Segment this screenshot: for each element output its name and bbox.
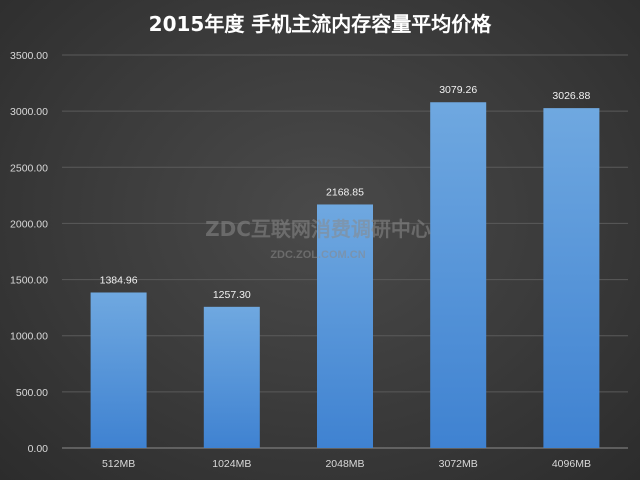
bar-512MB: [90, 292, 147, 448]
y-tick-label: 0.00: [28, 443, 49, 455]
y-tick-label: 3500.00: [10, 50, 48, 62]
y-tick-label: 500.00: [16, 387, 48, 399]
data-label: 3079.26: [439, 84, 477, 96]
y-tick-label: 2000.00: [10, 218, 48, 230]
bar-1024MB: [203, 306, 260, 448]
bar-2048MB: [317, 204, 373, 448]
y-tick-label: 1000.00: [10, 331, 48, 343]
x-tick-label: 512MB: [102, 458, 135, 470]
chart-title: 2015年度 手机主流内存容量平均价格: [149, 12, 493, 36]
data-label: 3026.88: [552, 90, 590, 102]
bar-3072MB: [430, 102, 487, 448]
watermark-sub-text: ZDC.ZOL.COM.CN: [270, 249, 365, 261]
y-tick-label: 3000.00: [10, 106, 48, 118]
x-tick-label: 1024MB: [212, 458, 251, 470]
y-tick-label: 2500.00: [10, 162, 48, 174]
x-tick-label: 4096MB: [552, 458, 591, 470]
x-tick-label: 3072MB: [439, 458, 478, 470]
data-label: 1257.30: [213, 289, 251, 301]
y-tick-label: 1500.00: [10, 275, 48, 287]
bar-4096MB: [543, 108, 600, 448]
data-label: 2168.85: [326, 186, 364, 198]
x-tick-label: 2048MB: [325, 458, 364, 470]
watermark-main-text: ZDC互联网消费调研中心: [205, 217, 431, 241]
data-label: 1384.96: [100, 274, 138, 286]
